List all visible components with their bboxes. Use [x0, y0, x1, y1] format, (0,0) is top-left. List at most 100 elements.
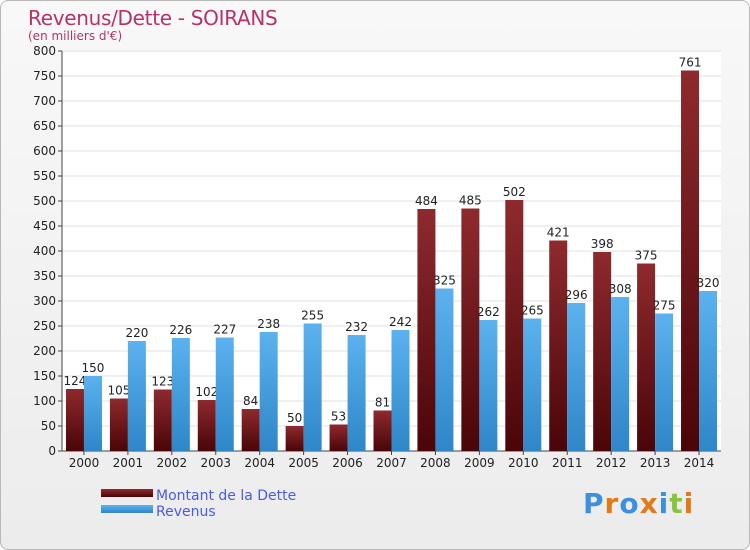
x-tick-label: 2013 [640, 456, 671, 470]
bar-dette [109, 398, 128, 451]
x-tick-label: 2000 [69, 456, 100, 470]
x-tick-label: 2009 [464, 456, 495, 470]
y-tick-label: 550 [33, 169, 56, 183]
data-label: 255 [301, 309, 324, 323]
data-label: 265 [521, 304, 544, 318]
y-tick-label: 200 [33, 344, 56, 358]
bar-revenus [391, 330, 410, 451]
x-tick-label: 2006 [332, 456, 363, 470]
bar-dette [461, 208, 480, 451]
x-tick-label: 2002 [157, 456, 188, 470]
data-label: 484 [415, 194, 438, 208]
bar-revenus [435, 288, 454, 451]
data-label: 421 [547, 226, 570, 240]
y-tick-label: 750 [33, 69, 56, 83]
data-label: 226 [169, 323, 192, 337]
y-tick-label: 50 [41, 419, 56, 433]
data-label: 105 [107, 384, 130, 398]
y-tick-label: 150 [33, 369, 56, 383]
data-label: 242 [389, 315, 412, 329]
bar-revenus [303, 323, 322, 451]
data-label: 320 [697, 276, 720, 290]
data-label: 502 [503, 185, 526, 199]
chart-title: Revenus/Dette - SOIRANS [28, 6, 278, 30]
y-tick-label: 0 [48, 444, 56, 458]
data-label: 375 [635, 249, 658, 263]
legend-swatch-revenus [101, 505, 153, 513]
data-label: 485 [459, 194, 482, 208]
bar-dette [637, 263, 656, 451]
data-label: 296 [565, 288, 588, 302]
bar-dette [329, 424, 348, 451]
chart-subtitle: (en milliers d'€) [28, 29, 123, 43]
bar-revenus [699, 291, 718, 451]
y-tick-label: 800 [33, 44, 56, 58]
y-tick-label: 250 [33, 319, 56, 333]
x-tick-label: 2012 [596, 456, 627, 470]
data-label: 238 [257, 317, 280, 331]
bar-revenus [479, 320, 498, 451]
data-label: 220 [125, 326, 148, 340]
bar-revenus [655, 313, 674, 451]
x-tick-label: 2003 [200, 456, 231, 470]
data-label: 227 [213, 323, 236, 337]
x-tick-label: 2001 [113, 456, 144, 470]
bar-revenus [171, 338, 190, 451]
legend-label-dette: Montant de la Dette [156, 488, 296, 504]
data-label: 50 [287, 411, 302, 425]
x-axis: 2000 2001 2002 2003 2004 2005 2006 2007 2008 2009… [69, 451, 715, 470]
x-tick-label: 2010 [508, 456, 539, 470]
y-tick-label: 500 [33, 194, 56, 208]
y-tick-label: 100 [33, 394, 56, 408]
data-label: 150 [82, 361, 105, 375]
bar-dette [65, 389, 84, 451]
data-label: 81 [375, 396, 390, 410]
bar-dette [373, 410, 392, 451]
y-tick-label: 650 [33, 119, 56, 133]
data-label: 84 [243, 394, 258, 408]
x-tick-label: 2005 [288, 456, 319, 470]
bar-dette [549, 240, 568, 451]
bar-revenus [83, 376, 102, 451]
data-label: 398 [591, 237, 614, 251]
data-label: 232 [345, 320, 368, 334]
legend: Montant de la Dette Revenus [101, 488, 296, 520]
bar-dette [241, 409, 260, 451]
y-tick-label: 300 [33, 294, 56, 308]
bar-revenus [347, 335, 366, 451]
data-label: 262 [477, 305, 500, 319]
bar-dette [593, 252, 612, 451]
bar-dette [153, 389, 172, 451]
bar-revenus [567, 303, 586, 451]
bar-revenus [523, 318, 542, 451]
data-label: 102 [195, 385, 218, 399]
bar-revenus [259, 332, 278, 451]
legend-swatch-dette [101, 489, 153, 497]
bar-revenus [611, 297, 630, 451]
bar-dette [505, 200, 524, 451]
bar-dette [285, 426, 304, 451]
y-tick-label: 450 [33, 219, 56, 233]
data-label: 325 [433, 274, 456, 288]
y-tick-label: 350 [33, 269, 56, 283]
legend-label-revenus: Revenus [156, 504, 216, 520]
y-tick-label: 700 [33, 94, 56, 108]
bar-dette [197, 400, 216, 451]
bar-dette [417, 209, 436, 451]
data-label: 308 [609, 282, 632, 296]
x-tick-label: 2007 [376, 456, 407, 470]
y-tick-label: 400 [33, 244, 56, 258]
x-tick-label: 2008 [420, 456, 451, 470]
x-tick-label: 2011 [552, 456, 583, 470]
bar-revenus [215, 337, 234, 451]
bar-revenus [127, 341, 146, 451]
x-tick-label: 2004 [244, 456, 275, 470]
data-label: 124 [64, 374, 87, 388]
bar-dette [681, 70, 700, 451]
proxiti-logo: Proxiti [583, 487, 695, 520]
x-tick-label: 2014 [684, 456, 715, 470]
data-label: 53 [331, 410, 346, 424]
